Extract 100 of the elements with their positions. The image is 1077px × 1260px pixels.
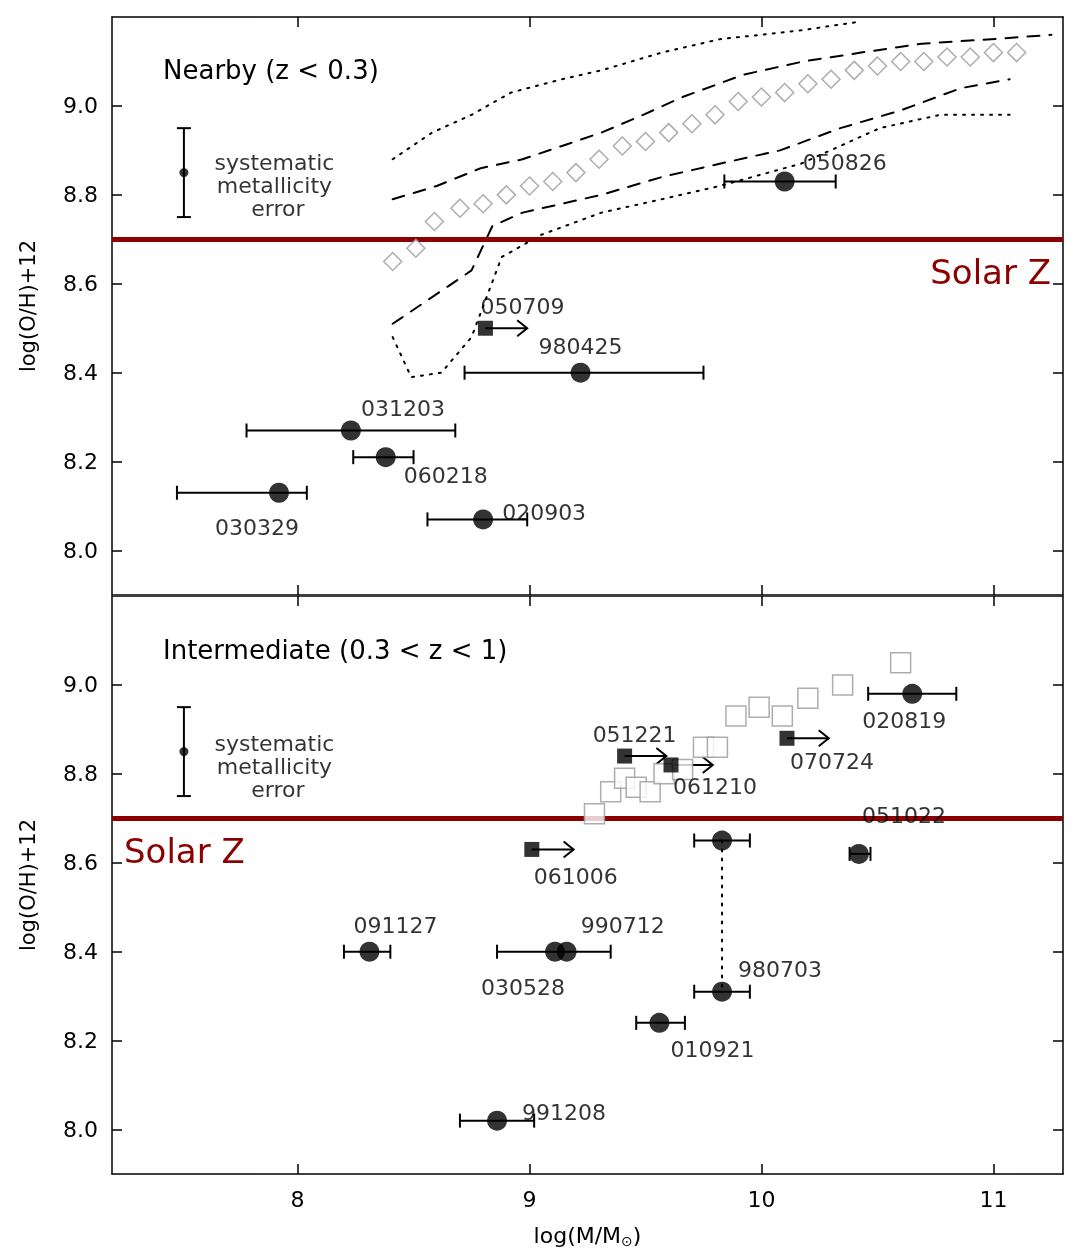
point <box>473 509 494 530</box>
point <box>831 674 854 696</box>
y-tick-label: 8.6 <box>63 850 98 876</box>
point <box>340 420 361 441</box>
point <box>751 87 772 107</box>
annotation: 091127 <box>353 913 438 939</box>
point <box>725 705 747 727</box>
y-axis-title: log(O/H)+12 <box>15 818 40 952</box>
annotation: 980703 <box>738 957 823 983</box>
point <box>556 941 577 962</box>
annotation: 061006 <box>533 863 618 889</box>
y-tick-label: 8.8 <box>63 182 98 208</box>
text: Intermediate (0.3 < z < 1) <box>163 635 508 665</box>
annotation: 050826 <box>802 150 887 176</box>
annotation: 010921 <box>670 1037 755 1063</box>
annotation: 020819 <box>862 708 947 734</box>
point <box>635 131 656 152</box>
point <box>269 482 289 503</box>
point <box>663 757 679 773</box>
annotation: 990712 <box>580 913 665 939</box>
point <box>406 238 426 258</box>
point <box>496 185 517 205</box>
point <box>867 56 888 76</box>
point <box>639 780 661 803</box>
annotation: 070724 <box>789 748 874 774</box>
line-series <box>391 33 1053 201</box>
point <box>617 748 633 764</box>
x-tick-label: 11 <box>979 1186 1008 1212</box>
point <box>477 320 493 336</box>
point <box>748 696 770 718</box>
y-tick-label: 8.2 <box>63 449 98 475</box>
point <box>179 168 189 178</box>
x-tick-label: 9 <box>522 1186 537 1212</box>
annotation: 030329 <box>215 515 299 541</box>
point <box>473 193 493 214</box>
point <box>179 747 189 757</box>
point <box>658 122 679 143</box>
y-tick-label: 9.0 <box>63 672 98 698</box>
point <box>779 730 795 746</box>
point <box>519 176 540 196</box>
point <box>774 82 795 103</box>
point <box>1006 42 1027 63</box>
annotation: 991208 <box>522 1100 607 1126</box>
annotation: 031203 <box>360 395 445 421</box>
annotation: 051221 <box>592 721 677 747</box>
point <box>712 830 733 851</box>
point <box>937 47 957 67</box>
x-tick-label: 10 <box>747 1186 776 1212</box>
y-tick-label: 8.8 <box>63 761 98 787</box>
point <box>542 171 563 192</box>
point <box>889 651 912 674</box>
point <box>902 683 923 704</box>
point <box>487 1110 508 1131</box>
text: Nearby (z < 0.3) <box>163 55 379 85</box>
point <box>712 981 733 1002</box>
point <box>797 687 819 710</box>
point <box>705 105 725 125</box>
point <box>728 91 749 112</box>
point <box>359 941 380 962</box>
point <box>821 69 841 89</box>
point <box>649 1012 670 1033</box>
point <box>798 73 818 94</box>
point <box>382 251 403 272</box>
point <box>583 803 606 825</box>
y-tick-label: 8.2 <box>63 1028 98 1054</box>
annotation: 020903 <box>502 499 587 525</box>
point <box>424 211 445 232</box>
annotation: 061210 <box>673 774 757 800</box>
ref-line-label: Solar Z <box>124 831 245 872</box>
annotation: systematic metallicity error <box>214 731 342 803</box>
y-tick-label: 8.4 <box>63 939 98 965</box>
x-axis-title: log(M/M⊙) <box>533 1222 642 1249</box>
y-tick-label: 8.6 <box>63 271 98 297</box>
point <box>706 736 729 758</box>
point <box>914 51 934 72</box>
point <box>771 705 794 727</box>
annotation: 060218 <box>403 462 488 488</box>
y-tick-label: 8.0 <box>63 538 98 564</box>
y-tick-label: 8.0 <box>63 1117 98 1143</box>
point <box>774 171 795 192</box>
point <box>682 113 702 134</box>
point <box>612 136 633 156</box>
y-axis-title: log(O/H)+12 <box>15 239 40 373</box>
y-tick-label: 8.4 <box>63 360 98 386</box>
point <box>983 42 1004 63</box>
annotation: systematic metallicity error <box>214 150 342 222</box>
annotation: 980425 <box>538 334 623 360</box>
point <box>960 47 980 67</box>
point <box>844 60 864 81</box>
x-tick-label: 8 <box>290 1186 305 1212</box>
point <box>570 362 591 383</box>
ref-line-label: Solar Z <box>930 252 1051 293</box>
annotation: 050709 <box>480 293 565 319</box>
point <box>890 51 911 72</box>
point <box>375 447 396 468</box>
point <box>566 162 586 183</box>
y-tick-label: 9.0 <box>63 93 98 119</box>
point <box>589 149 609 170</box>
annotation: 030528 <box>481 975 566 1001</box>
point <box>524 841 540 857</box>
